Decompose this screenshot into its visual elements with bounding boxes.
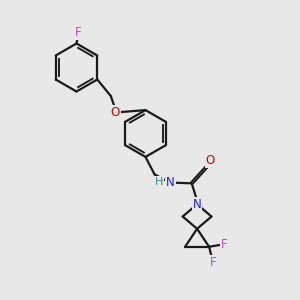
Text: F: F (221, 238, 227, 251)
Text: F: F (209, 256, 216, 269)
Text: F: F (75, 26, 81, 39)
Text: O: O (206, 154, 215, 167)
Text: O: O (111, 106, 120, 119)
Text: N: N (193, 198, 202, 211)
Text: H: H (154, 176, 163, 187)
Text: N: N (166, 176, 175, 189)
